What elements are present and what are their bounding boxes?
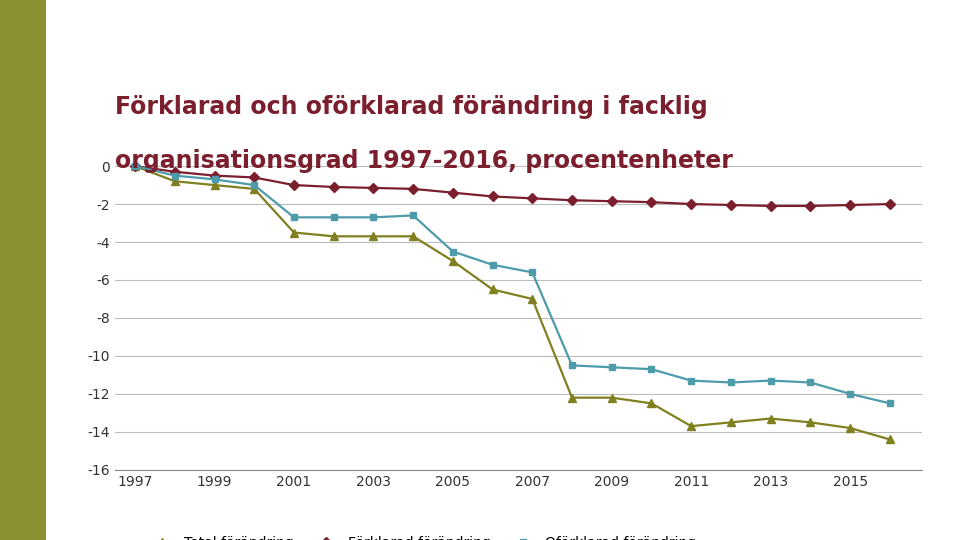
Text: organisationsgrad 1997-2016, procentenheter: organisationsgrad 1997-2016, procentenhe… <box>115 149 733 173</box>
Text: Förklarad och oförklarad förändring i facklig: Förklarad och oförklarad förändring i fa… <box>115 95 708 119</box>
Legend: Total förändring, Förklarad förändring, Oförklarad förändring: Total förändring, Förklarad förändring, … <box>141 530 702 540</box>
